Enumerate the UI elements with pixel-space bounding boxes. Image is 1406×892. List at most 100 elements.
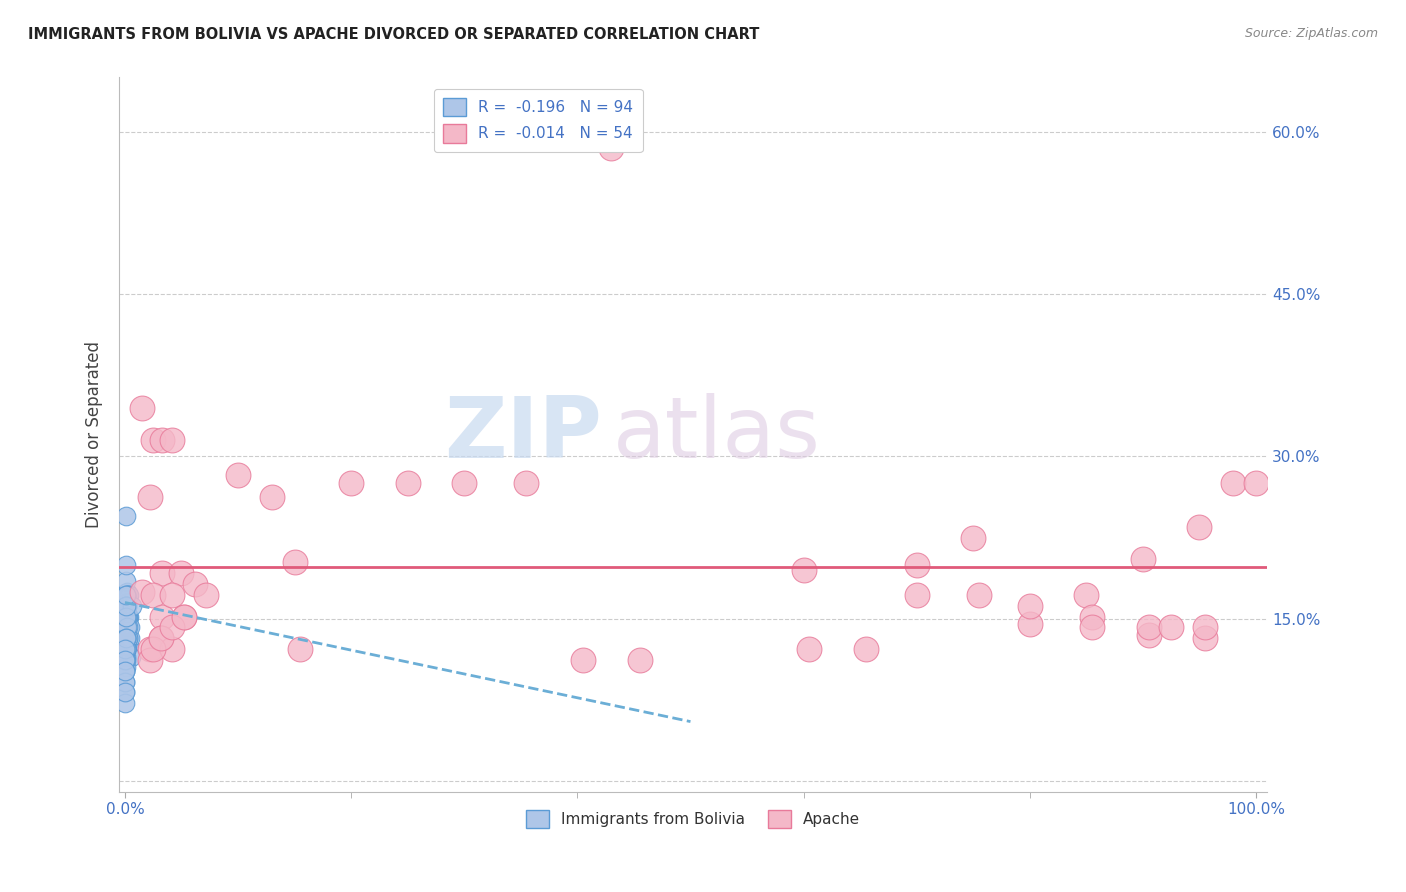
Point (1222, 476, 1244, 491)
Point (120, 620, 142, 634)
Point (396, 476, 419, 491)
Point (1018, 599, 1040, 613)
Point (115, 632, 138, 646)
Point (117, 617, 139, 632)
Point (114, 632, 136, 646)
Point (142, 433, 165, 447)
Point (1137, 628, 1160, 642)
Point (114, 620, 136, 634)
Legend: Immigrants from Bolivia, Apache: Immigrants from Bolivia, Apache (520, 804, 866, 834)
Point (139, 642, 162, 657)
Point (114, 599, 136, 613)
Point (260, 491, 283, 505)
Point (967, 588, 990, 602)
Point (195, 588, 218, 602)
Point (1081, 620, 1104, 634)
Point (114, 642, 136, 657)
Point (115, 620, 138, 634)
Point (1160, 620, 1182, 634)
Point (115, 599, 138, 613)
Point (114, 653, 136, 667)
Point (118, 609, 141, 624)
Point (114, 617, 136, 632)
Point (117, 620, 139, 634)
Point (114, 620, 136, 634)
Point (118, 632, 141, 646)
Point (115, 609, 138, 624)
Point (150, 609, 173, 624)
Point (115, 607, 138, 621)
Point (114, 599, 136, 613)
Point (150, 433, 173, 447)
Point (139, 653, 162, 667)
Point (184, 577, 207, 591)
Point (150, 632, 173, 646)
Point (115, 639, 138, 653)
Point (162, 588, 184, 602)
Point (162, 642, 184, 657)
Point (115, 620, 138, 634)
Point (962, 531, 984, 545)
Point (117, 632, 139, 646)
Point (114, 642, 136, 657)
Point (1194, 632, 1216, 646)
Point (114, 642, 136, 657)
Point (118, 588, 141, 602)
Point (162, 620, 184, 634)
Point (1194, 620, 1216, 634)
Point (114, 664, 136, 678)
Point (120, 649, 142, 664)
Point (1076, 588, 1098, 602)
Point (114, 674, 136, 689)
Point (114, 685, 136, 699)
Point (114, 660, 136, 674)
Point (117, 612, 139, 626)
Point (114, 642, 136, 657)
Point (139, 491, 162, 505)
Point (1244, 476, 1267, 491)
Point (117, 612, 139, 626)
Point (115, 632, 138, 646)
Text: atlas: atlas (613, 393, 821, 476)
Point (117, 609, 139, 624)
Point (114, 696, 136, 710)
Point (114, 632, 136, 646)
Text: ZIP: ZIP (444, 393, 602, 476)
Point (905, 558, 928, 572)
Point (115, 639, 138, 653)
Point (114, 508, 136, 523)
Point (142, 642, 165, 657)
Point (114, 685, 136, 699)
Point (121, 599, 143, 613)
Point (114, 642, 136, 657)
Point (114, 599, 136, 613)
Point (114, 642, 136, 657)
Point (115, 632, 138, 646)
Point (115, 620, 138, 634)
Text: Source: ZipAtlas.com: Source: ZipAtlas.com (1244, 27, 1378, 40)
Point (114, 609, 136, 624)
Point (115, 599, 138, 613)
Point (1188, 519, 1211, 533)
Point (114, 632, 136, 646)
Point (115, 588, 138, 602)
Point (115, 632, 138, 646)
Text: IMMIGRANTS FROM BOLIVIA VS APACHE DIVORCED OR SEPARATED CORRELATION CHART: IMMIGRANTS FROM BOLIVIA VS APACHE DIVORC… (28, 27, 759, 42)
Point (115, 620, 138, 634)
Point (114, 674, 136, 689)
Point (115, 632, 138, 646)
Point (115, 609, 138, 624)
Point (114, 588, 136, 602)
Point (290, 642, 312, 657)
Point (1081, 609, 1104, 624)
Point (142, 588, 165, 602)
Point (150, 566, 173, 581)
Point (115, 599, 138, 613)
Point (114, 653, 136, 667)
Point (114, 609, 136, 624)
Point (162, 433, 184, 447)
Point (115, 620, 138, 634)
Point (114, 639, 136, 653)
Point (114, 649, 136, 664)
Point (114, 632, 136, 646)
